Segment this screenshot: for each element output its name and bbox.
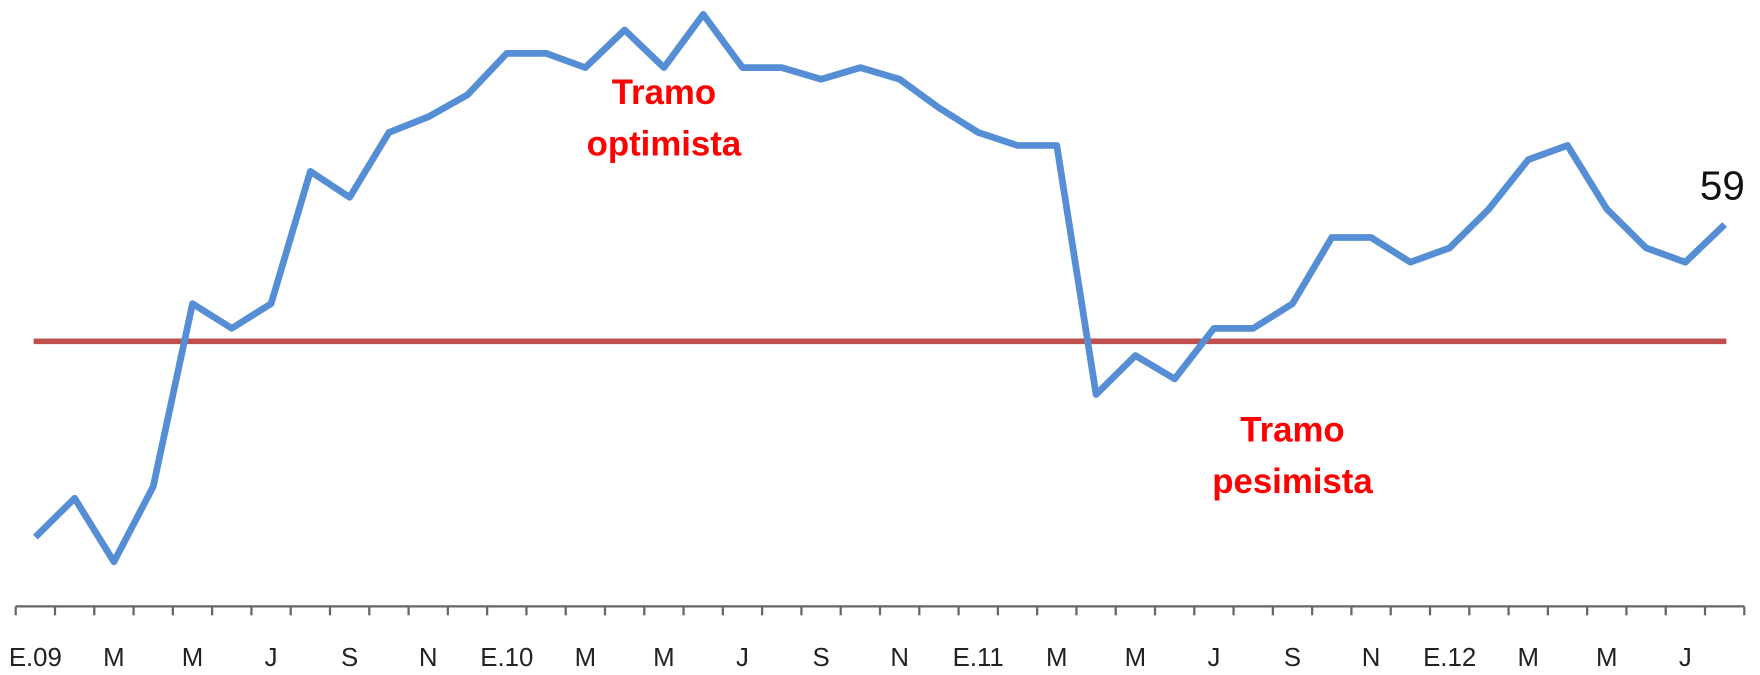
x-tick-label: J xyxy=(1207,644,1220,672)
annotation: Tramo xyxy=(612,74,716,112)
x-tick-label: J xyxy=(736,644,749,672)
x-tick-label: E.12 xyxy=(1423,644,1476,672)
annotation: Tramo xyxy=(1240,411,1344,449)
annotation: optimista xyxy=(587,126,742,164)
x-tick-label: M xyxy=(182,644,204,672)
data-line xyxy=(32,11,1727,566)
x-tick-label: M xyxy=(1046,644,1068,672)
x-tick-label: M xyxy=(1596,644,1618,672)
x-tick-label: M xyxy=(575,644,597,672)
x-tick-label: N xyxy=(1362,644,1381,672)
x-tick-label: S xyxy=(341,644,358,672)
x-tick-label: S xyxy=(1284,644,1301,672)
x-tick-label: M xyxy=(1517,644,1539,672)
x-tick-label: M xyxy=(1125,644,1147,672)
x-tick-label: S xyxy=(812,644,829,672)
x-tick-label: M xyxy=(653,644,675,672)
x-tick-label: M xyxy=(103,644,125,672)
x-tick-label: N xyxy=(419,644,438,672)
x-tick-label: J xyxy=(265,644,278,672)
x-tick-label: E.10 xyxy=(480,644,533,672)
annotation: pesimista xyxy=(1212,463,1373,501)
end-value-label: 59 xyxy=(1700,162,1745,208)
x-tick-label: N xyxy=(890,644,909,672)
x-tick-label: E.11 xyxy=(953,644,1004,672)
x-tick-label: J xyxy=(1679,644,1692,672)
x-tick-label: E.09 xyxy=(9,644,62,672)
